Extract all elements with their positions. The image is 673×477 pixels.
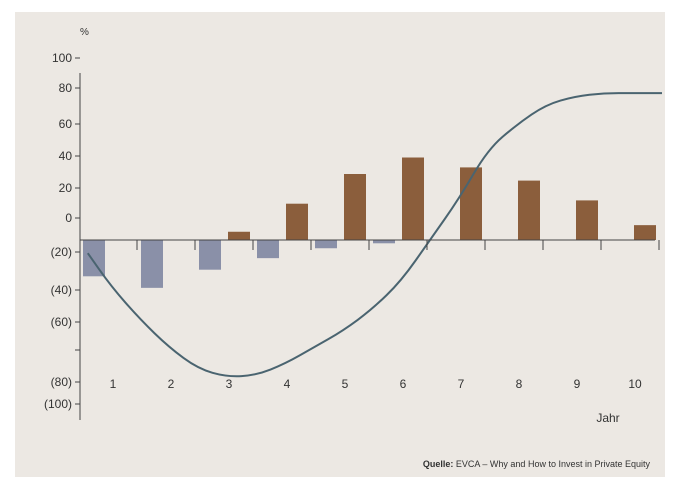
- bars-layer: [83, 157, 656, 288]
- bar: [199, 240, 221, 270]
- y-tick-label: 0: [65, 211, 72, 225]
- y-tick-label: 100: [52, 51, 72, 65]
- x-category-label: 10: [628, 377, 642, 391]
- bar: [315, 240, 337, 249]
- cumulative-line: [86, 92, 662, 378]
- bar: [634, 225, 656, 240]
- y-tick-label: 80: [59, 81, 73, 95]
- bar: [228, 231, 250, 240]
- bar: [83, 240, 105, 277]
- bar: [402, 157, 424, 240]
- bar: [286, 203, 308, 240]
- y-tick-label: (100): [44, 397, 72, 411]
- source-note: Quelle: EVCA – Why and How to Invest in …: [423, 459, 651, 469]
- source-label: Quelle:: [423, 459, 454, 469]
- y-unit-label: %: [80, 27, 89, 38]
- x-category-label: 5: [342, 377, 349, 391]
- bar: [141, 240, 163, 288]
- y-tick-label: 40: [59, 149, 73, 163]
- bar: [257, 240, 279, 259]
- x-axis-title: Jahr: [596, 411, 619, 425]
- x-category-label: 2: [168, 377, 175, 391]
- axis-ticks-layer: [75, 57, 660, 405]
- x-category-label: 1: [110, 377, 117, 391]
- bar: [344, 174, 366, 240]
- y-tick-label: (80): [51, 375, 72, 389]
- source-text: EVCA – Why and How to Invest in Private …: [456, 459, 651, 469]
- y-tick-label: 20: [59, 181, 73, 195]
- y-tick-label: (20): [51, 245, 72, 259]
- bar: [373, 240, 395, 244]
- x-category-label: 3: [226, 377, 233, 391]
- chart-background: [15, 12, 665, 477]
- x-category-label: 4: [284, 377, 291, 391]
- labels-layer: 100 80 60 40 20 0 (20) (40) (60) (80) (100) 1 2 3 4 5 6 7…: [44, 51, 642, 411]
- y-tick-label: 60: [59, 117, 73, 131]
- y-tick-label: (40): [51, 283, 72, 297]
- x-category-label: 7: [458, 377, 465, 391]
- y-tick-label: (60): [51, 315, 72, 329]
- x-category-label: 6: [400, 377, 407, 391]
- x-category-label: 9: [574, 377, 581, 391]
- bar: [576, 200, 598, 240]
- bar: [518, 180, 540, 240]
- x-category-label: 8: [516, 377, 523, 391]
